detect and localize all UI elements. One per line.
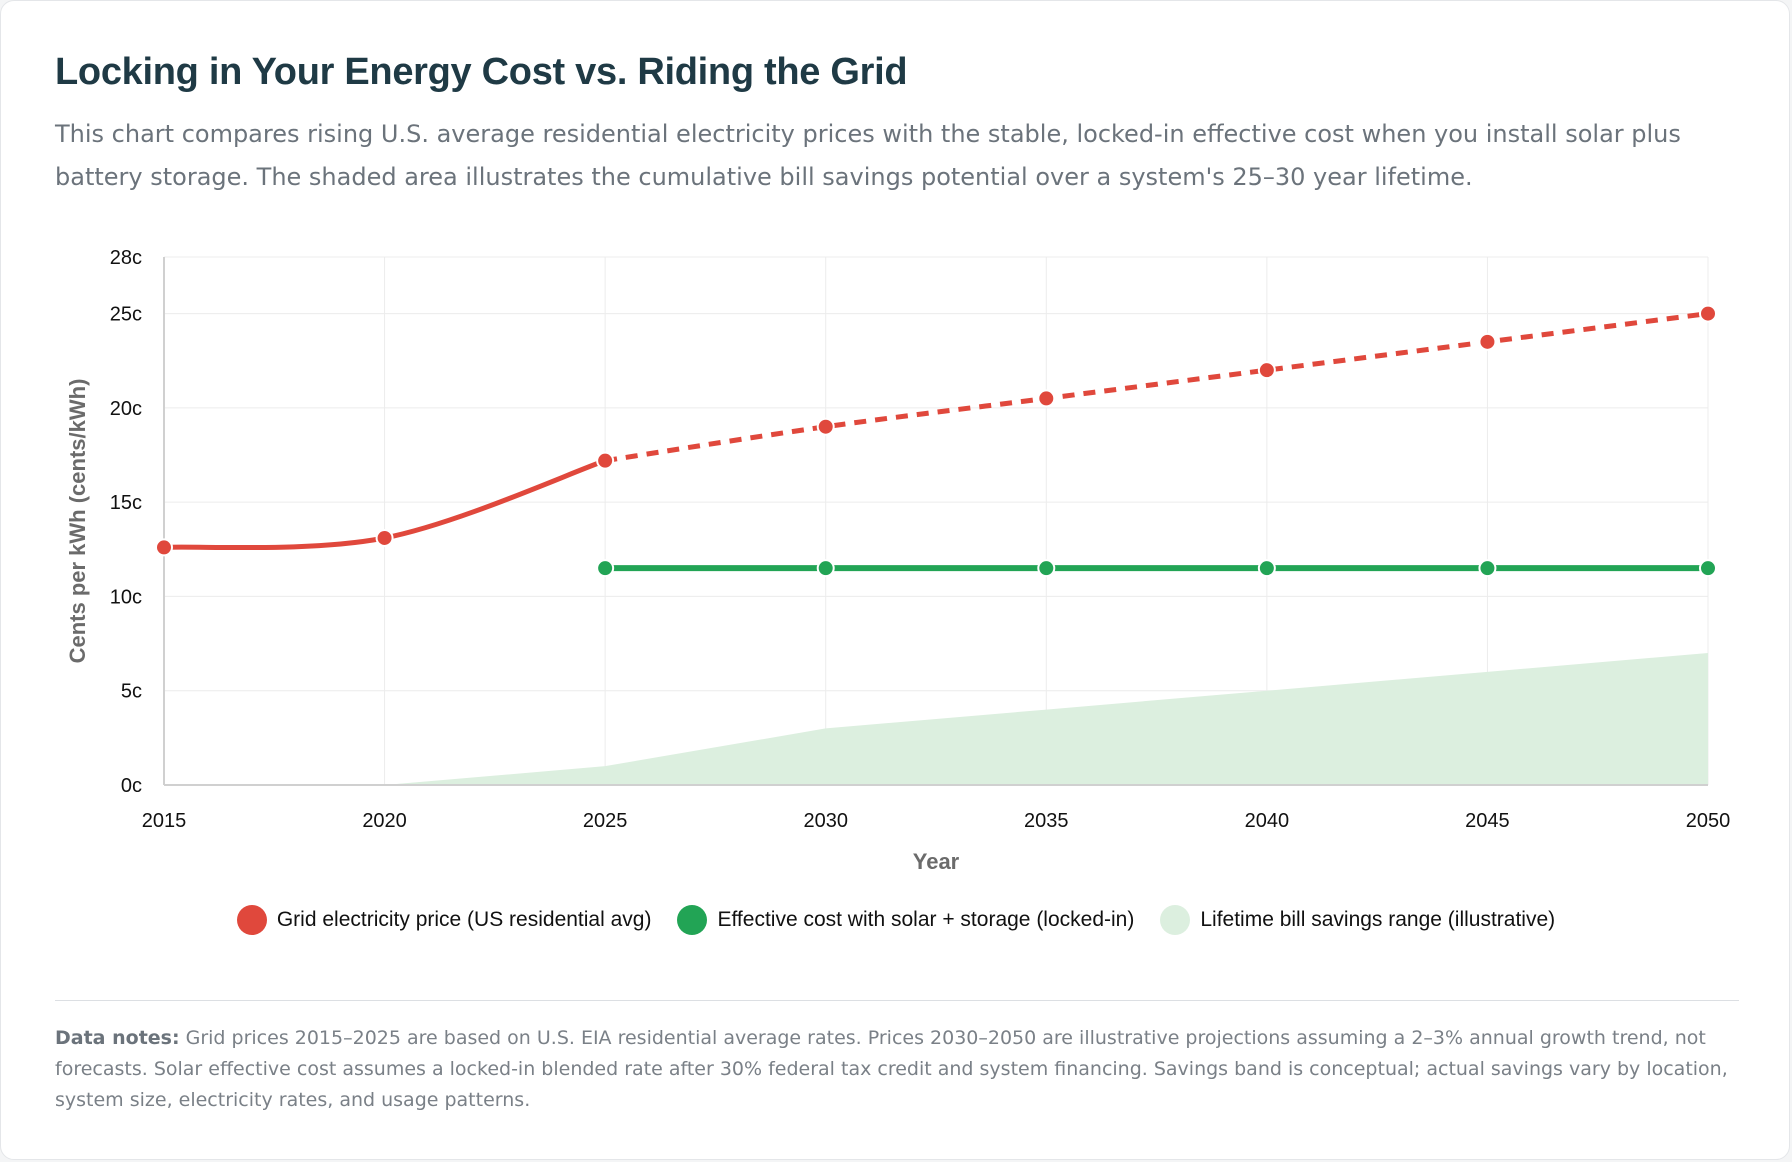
y-tick-label: 28c [110, 247, 142, 269]
solar-cost-point [1699, 559, 1717, 578]
grid-price-point [1478, 332, 1497, 351]
tick-labels: 0c 5c 10c 15c 20c 25c 28c 2015 2020 2025 2030 2035 2… [110, 247, 1731, 832]
legend-swatch-solar-cost [677, 905, 708, 935]
solar-cost-point [1037, 559, 1056, 578]
legend-label-grid-price: Grid electricity price (US residential a… [276, 908, 652, 931]
chart-legend: Grid electricity price (US residential a… [1, 905, 1791, 935]
grid-price-point [375, 528, 394, 547]
y-tick-label: 20c [110, 398, 142, 420]
line-chart: 0c 5c 10c 15c 20c 25c 28c 2015 2020 2025 2030 2035 2… [65, 247, 1731, 874]
y-tick-label: 5c [121, 681, 142, 703]
grid-price-point [1257, 361, 1276, 380]
legend-item-savings-range[interactable]: Lifetime bill savings range (illustrativ… [1160, 905, 1555, 935]
grid-price-point [816, 417, 835, 436]
x-tick-label: 2020 [362, 810, 407, 832]
data-notes-label: Data notes: [55, 1027, 180, 1049]
solar-cost-point [1257, 559, 1276, 578]
y-tick-label: 25c [110, 304, 142, 326]
data-notes-text: Grid prices 2015–2025 are based on U.S. … [55, 1027, 1728, 1111]
x-axis-title: Year [913, 849, 960, 874]
grid-price-point [1699, 304, 1717, 323]
savings-area [384, 653, 1709, 785]
y-tick-label: 0c [121, 775, 142, 797]
x-tick-label: 2030 [803, 810, 848, 832]
legend-swatch-grid-price [236, 905, 267, 935]
legend-item-solar-cost[interactable]: Effective cost with solar + storage (loc… [677, 905, 1134, 935]
solar-cost-point [596, 559, 615, 578]
chart-subtitle: This chart compares rising U.S. average … [55, 120, 1681, 191]
x-tick-label: 2035 [1024, 810, 1069, 832]
grid-price-point [155, 538, 173, 557]
y-tick-label: 10c [110, 586, 142, 608]
y-axis-title: Cents per kWh (cents/kWh) [65, 379, 90, 664]
x-tick-label: 2050 [1686, 810, 1731, 832]
grid-price-line-projected [604, 311, 1709, 464]
grid-price-point [1037, 389, 1056, 408]
x-tick-label: 2045 [1465, 810, 1510, 832]
series-lines [161, 311, 1709, 572]
series-points [155, 304, 1717, 578]
notes-divider [55, 1000, 1739, 1001]
solar-cost-point [1478, 559, 1497, 578]
grid-price-point [596, 451, 615, 470]
x-tick-label: 2040 [1245, 810, 1290, 832]
legend-item-grid-price[interactable]: Grid electricity price (US residential a… [236, 905, 652, 935]
chart-title: Locking in Your Energy Cost vs. Riding t… [55, 51, 908, 93]
data-notes: Data notes: Grid prices 2015–2025 are ba… [55, 1023, 1745, 1116]
x-tick-label: 2025 [583, 810, 628, 832]
x-tick-label: 2015 [142, 810, 187, 832]
legend-label-savings-range: Lifetime bill savings range (illustrativ… [1200, 908, 1556, 931]
legend-label-solar-cost: Effective cost with solar + storage (loc… [717, 908, 1135, 931]
savings-area-layer [384, 653, 1709, 785]
y-tick-label: 15c [110, 492, 142, 514]
axes [163, 257, 1708, 786]
legend-swatch-savings-range [1160, 905, 1191, 935]
solar-cost-point [816, 559, 835, 578]
